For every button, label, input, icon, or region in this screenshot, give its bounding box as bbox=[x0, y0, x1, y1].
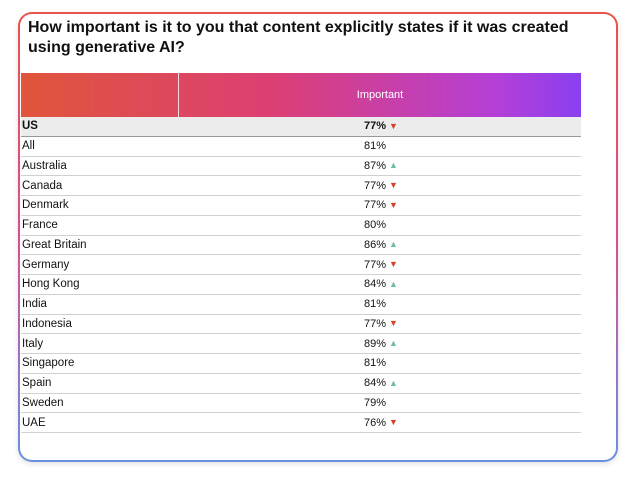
value-label: 79% bbox=[363, 396, 386, 409]
trend-up-icon: ▲ bbox=[389, 377, 398, 388]
value-cell: 84% ▲ bbox=[180, 377, 581, 389]
country-label: All bbox=[22, 140, 35, 153]
value-label: 89% bbox=[363, 337, 386, 350]
table-row: Germany 77% ▼ bbox=[21, 255, 581, 275]
country-label: Hong Kong bbox=[22, 278, 80, 291]
value-label: 77% bbox=[363, 317, 386, 330]
value-cell: 76% ▼ bbox=[180, 417, 581, 429]
table-header: Important bbox=[21, 73, 581, 117]
value-cell: 77% ▼ bbox=[180, 259, 581, 271]
country-label: India bbox=[22, 298, 47, 311]
value-label: 84% bbox=[363, 377, 386, 390]
value-cell: 80% bbox=[180, 219, 581, 231]
value-cell: 87% ▲ bbox=[180, 160, 581, 172]
trend-up-icon: ▲ bbox=[389, 239, 398, 250]
trend-down-icon: ▼ bbox=[389, 259, 398, 270]
value-cell: 81% bbox=[180, 357, 581, 369]
trend-down-icon: ▼ bbox=[389, 199, 398, 210]
table-row: France 80% bbox=[21, 216, 581, 236]
table-row: Hong Kong 84% ▲ bbox=[21, 275, 581, 295]
value-label: 86% bbox=[363, 238, 386, 251]
chart-title: How important is it to you that content … bbox=[28, 19, 569, 56]
value-label: 77% bbox=[363, 258, 386, 271]
table-row: UAE 76% ▼ bbox=[21, 413, 581, 433]
table-row: Indonesia 77% ▼ bbox=[21, 315, 581, 335]
table-row: Australia 87% ▲ bbox=[21, 157, 581, 177]
table-row: Sweden 79% bbox=[21, 394, 581, 414]
trend-down-icon: ▼ bbox=[389, 417, 398, 428]
value-label: 81% bbox=[363, 140, 386, 153]
value-label: 77% bbox=[363, 199, 386, 212]
trend-up-icon: ▲ bbox=[389, 278, 398, 289]
table-row: US 77% ▼ bbox=[21, 117, 581, 137]
value-label: 87% bbox=[363, 159, 386, 172]
country-label: Australia bbox=[22, 159, 67, 172]
value-cell: 77% ▼ bbox=[180, 318, 581, 330]
value-label: 76% bbox=[363, 416, 386, 429]
country-label: US bbox=[22, 120, 38, 133]
table-row: Denmark 77% ▼ bbox=[21, 196, 581, 216]
table-row: Singapore 81% bbox=[21, 354, 581, 374]
country-label: Canada bbox=[22, 179, 63, 192]
country-label: Denmark bbox=[22, 199, 69, 212]
value-cell: 77% ▼ bbox=[180, 120, 581, 132]
trend-down-icon: ▼ bbox=[389, 180, 398, 191]
value-cell: 86% ▲ bbox=[180, 239, 581, 251]
country-label: Singapore bbox=[22, 357, 75, 370]
trend-down-icon: ▼ bbox=[389, 318, 398, 329]
trend-up-icon: ▲ bbox=[389, 160, 398, 171]
trend-up-icon: ▲ bbox=[389, 338, 398, 349]
value-cell: 84% ▲ bbox=[180, 278, 581, 290]
value-cell: 79% bbox=[180, 397, 581, 409]
value-label: 81% bbox=[363, 298, 386, 311]
country-label: Great Britain bbox=[22, 238, 87, 251]
value-cell: 77% ▼ bbox=[180, 180, 581, 192]
trend-down-icon: ▼ bbox=[389, 120, 398, 131]
country-label: UAE bbox=[22, 416, 46, 429]
table-row: India 81% bbox=[21, 295, 581, 315]
value-label: 80% bbox=[363, 219, 386, 232]
value-label: 84% bbox=[363, 278, 386, 291]
results-table: Important US 77% ▼ All 81% Australia 87% ▲ Canad… bbox=[21, 73, 581, 433]
table-body: US 77% ▼ All 81% Australia 87% ▲ Canada 77% ▼ Denma… bbox=[21, 117, 581, 433]
value-cell: 81% bbox=[180, 140, 581, 152]
value-label: 77% bbox=[363, 120, 386, 133]
country-label: France bbox=[22, 219, 58, 232]
value-cell: 89% ▲ bbox=[180, 338, 581, 350]
table-row: Spain 84% ▲ bbox=[21, 374, 581, 394]
value-label: 77% bbox=[363, 179, 386, 192]
country-label: Germany bbox=[22, 258, 70, 271]
table-row: Italy 89% ▲ bbox=[21, 334, 581, 354]
value-cell: 77% ▼ bbox=[180, 199, 581, 211]
table-row: All 81% bbox=[21, 137, 581, 157]
table-row: Canada 77% ▼ bbox=[21, 176, 581, 196]
value-cell: 81% bbox=[180, 298, 581, 310]
header-important-label: Important bbox=[356, 89, 404, 101]
country-label: Indonesia bbox=[22, 317, 72, 330]
country-label: Spain bbox=[22, 377, 52, 390]
header-country-cell bbox=[21, 73, 179, 117]
value-label: 81% bbox=[363, 357, 386, 370]
country-label: Italy bbox=[22, 337, 44, 350]
table-row: Great Britain 86% ▲ bbox=[21, 236, 581, 256]
country-label: Sweden bbox=[22, 396, 64, 409]
